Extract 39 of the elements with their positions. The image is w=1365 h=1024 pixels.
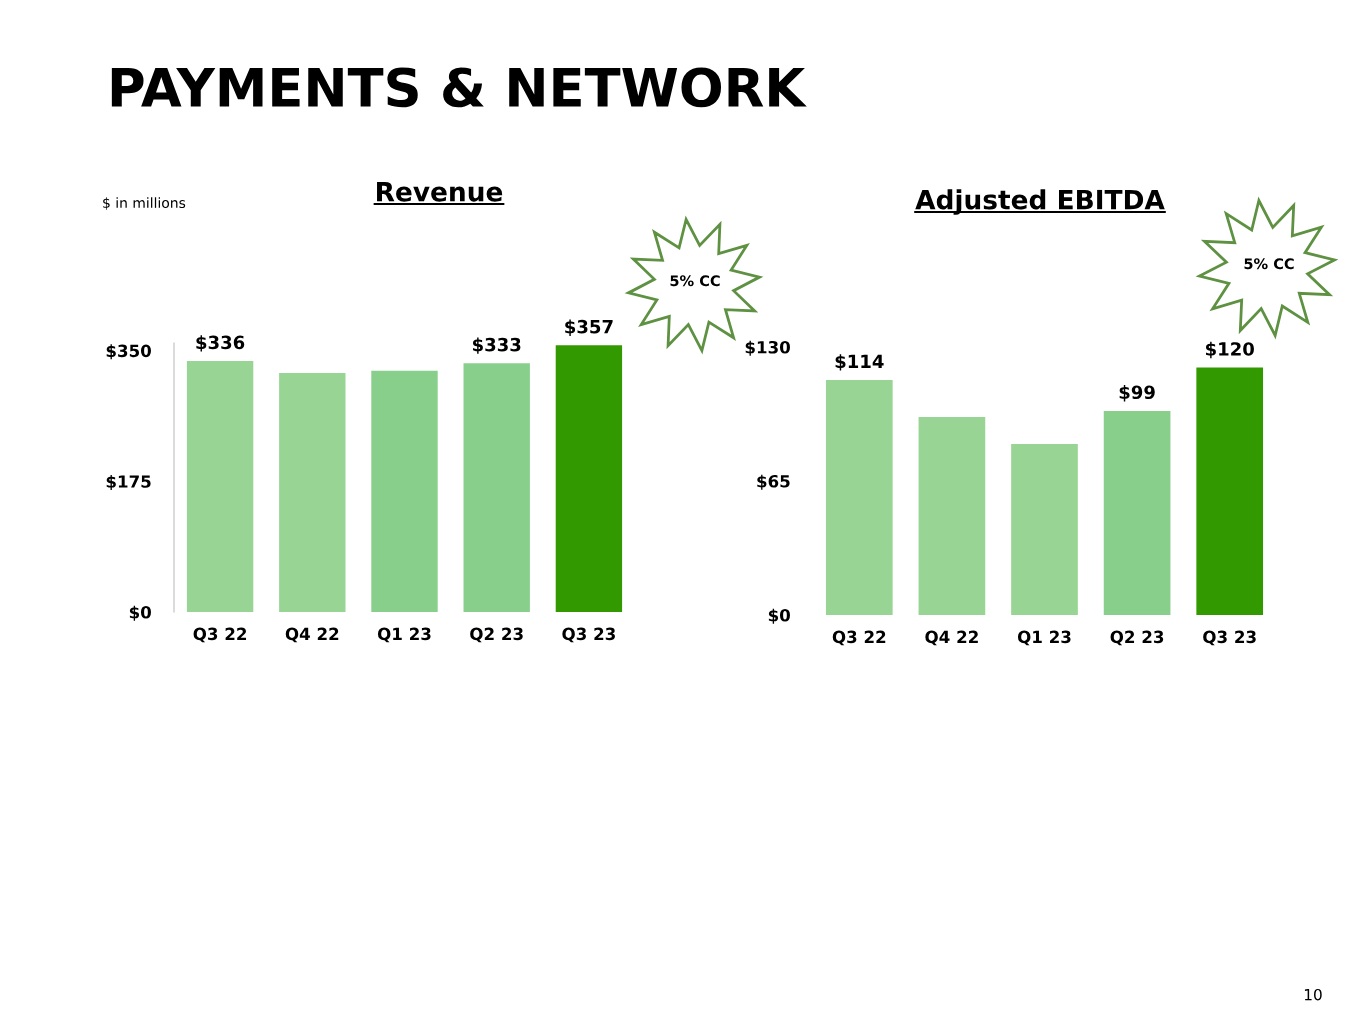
bar — [463, 363, 530, 612]
bar — [918, 417, 986, 615]
data-label: $120 — [1205, 341, 1254, 359]
x-tick-label: Q3 23 — [1203, 630, 1256, 646]
data-label: $333 — [472, 337, 521, 354]
bar — [1103, 410, 1171, 615]
bar — [1011, 443, 1078, 615]
x-tick-label: Q1 23 — [1017, 630, 1071, 646]
bar — [279, 372, 346, 612]
bar — [1196, 367, 1264, 615]
chart-title: Adjusted EBITDA — [915, 189, 1165, 215]
data-label: $357 — [565, 319, 613, 336]
text: $ in millions — [103, 197, 186, 210]
bar — [186, 361, 254, 612]
x-tick-label: Q3 23 — [562, 627, 615, 643]
data-label: $114 — [835, 354, 884, 371]
y-tick-label: $0 — [129, 605, 151, 621]
chart-title: Revenue — [377, 182, 503, 202]
x-tick-label: Q2 23 — [1110, 630, 1164, 646]
data-label: $99 — [1119, 385, 1155, 402]
bar — [825, 379, 893, 615]
x-tick-label: Q3 22 — [832, 630, 886, 646]
text: 5% CC — [670, 275, 720, 287]
text: 5% CC — [1244, 258, 1294, 270]
y-tick-label: $350 — [106, 344, 151, 360]
y-tick-label: $130 — [745, 340, 790, 356]
x-tick-label: Q1 23 — [377, 627, 431, 643]
bar — [555, 345, 623, 612]
y-tick-label: $65 — [757, 474, 790, 490]
x-tick-label: Q4 22 — [285, 627, 339, 643]
text: PAYMENTS & NETWORK — [111, 67, 807, 108]
text: 10 — [1304, 988, 1322, 1001]
data-label: $336 — [196, 335, 245, 352]
x-tick-label: Q2 23 — [470, 627, 523, 643]
x-tick-label: Q4 22 — [925, 630, 978, 646]
y-tick-label: $0 — [768, 608, 790, 624]
x-tick-label: Q3 22 — [193, 627, 247, 643]
y-tick-label: $175 — [106, 474, 151, 491]
bar — [371, 370, 438, 612]
